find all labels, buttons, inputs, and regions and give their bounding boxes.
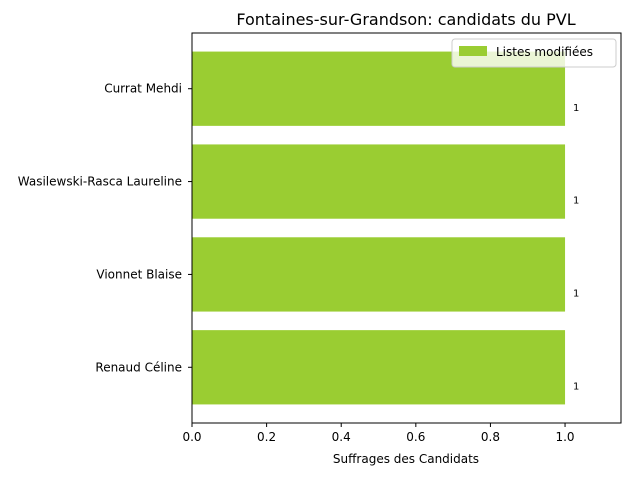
data-label: 1 — [573, 103, 579, 114]
bar — [192, 144, 566, 219]
legend-label: Listes modifiées — [496, 45, 593, 59]
y-tick-label: Currat Mehdi — [104, 82, 182, 96]
bars-layer: 1 1 1 1 — [192, 51, 579, 405]
y-tick-label: Vionnet Blaise — [96, 267, 182, 281]
data-label: 1 — [573, 289, 579, 300]
data-label: 1 — [573, 196, 579, 207]
bar — [192, 237, 566, 312]
y-tick-label: Wasilewski-Rasca Laureline — [18, 175, 182, 189]
x-tick-label: 0.8 — [481, 430, 500, 444]
x-tick-label: 0.0 — [182, 430, 201, 444]
plot-frame — [191, 32, 622, 424]
axes-layer: Currat Mehdi Wasilewski-Rasca Laureline Vi… — [18, 32, 622, 444]
x-tick-label: 1.0 — [555, 430, 574, 444]
data-label: 1 — [573, 381, 579, 392]
bar — [192, 330, 566, 405]
legend-swatch — [459, 46, 487, 56]
chart-title: Fontaines-sur-Grandson: candidats du PVL — [236, 10, 575, 29]
y-tick-label: Renaud Céline — [95, 360, 182, 374]
legend-frame — [451, 38, 617, 68]
x-axis-label: Suffrages des Candidats — [333, 452, 479, 466]
x-tick-label: 0.2 — [257, 430, 276, 444]
legend: Listes modifiées — [451, 38, 617, 68]
x-tick-label: 0.6 — [406, 430, 425, 444]
x-tick-label: 0.4 — [332, 430, 351, 444]
